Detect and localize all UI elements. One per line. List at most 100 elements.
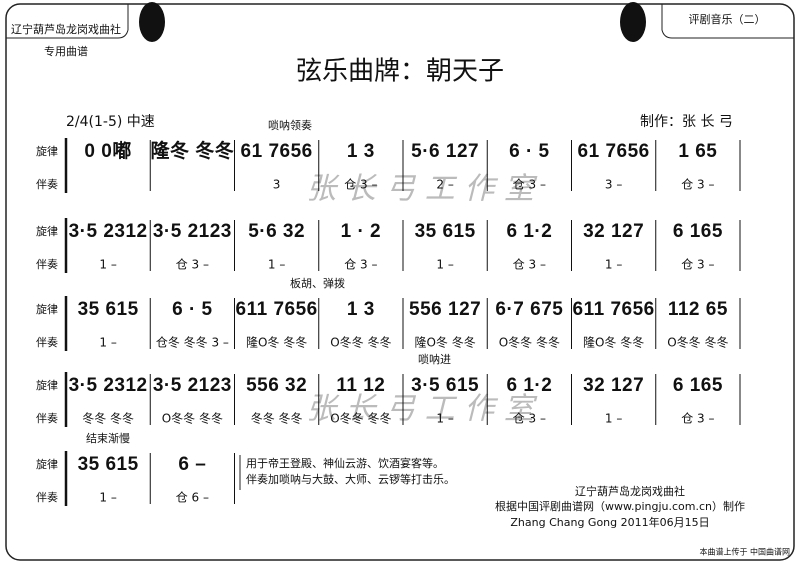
accompaniment: 仓 3 –	[513, 258, 546, 272]
punch-hole	[620, 2, 646, 42]
society-label: 辽宁葫芦岛龙岗戏曲社	[11, 22, 121, 36]
row-label: 旋律	[36, 378, 58, 392]
watermark: 张 长 弓 工 作 室	[306, 392, 538, 427]
accompaniment: 仓 6 –	[176, 491, 209, 505]
accompaniment: 仓 3 –	[681, 258, 714, 272]
footer-source: 根据中国评剧曲谱网（www.pingju.com.cn）制作	[495, 499, 745, 513]
melody: 556 127	[409, 299, 481, 320]
melody: 6 –	[178, 454, 206, 475]
melody: 35 615	[415, 221, 476, 242]
melody: 6 · 5	[172, 299, 213, 320]
accompaniment: 1 –	[99, 258, 116, 272]
accompaniment: 3	[273, 178, 281, 192]
melody: 112 65	[668, 299, 728, 320]
header-box	[661, 4, 794, 39]
accompaniment: 1 –	[436, 412, 453, 426]
melody: 3·5 2123	[153, 221, 232, 242]
melody: 6 165	[673, 221, 723, 242]
footer-date: Zhang Chang Gong 2011年06月15日	[510, 515, 709, 529]
melody: 35 615	[78, 299, 139, 320]
accompaniment: 1 –	[605, 412, 622, 426]
accompaniment: 隆O冬 冬冬	[246, 335, 307, 350]
melody: 11 12	[336, 375, 385, 396]
melody: 6·7 675	[495, 299, 563, 320]
accompaniment: 冬冬 冬冬	[82, 411, 134, 426]
row-label: 伴奏	[36, 491, 58, 504]
accompaniment: 隆O冬 冬冬	[583, 335, 644, 350]
melody: 5·6 32	[248, 221, 305, 242]
note: 用于帝王登殿、神仙云游、饮酒宴客等。	[246, 456, 444, 470]
accompaniment: 1 –	[99, 491, 116, 505]
row-label: 伴奏	[36, 412, 58, 425]
accompaniment: O冬冬 冬冬	[667, 335, 728, 350]
melody: 6 1·2	[506, 375, 552, 396]
row-label: 旋律	[36, 144, 58, 158]
melody: 3·5 615	[411, 375, 479, 396]
melody: 1 · 2	[341, 221, 382, 242]
accompaniment: 冬冬 冬冬	[251, 411, 303, 426]
melody: 6 165	[673, 375, 723, 396]
accompaniment: O冬冬 冬冬	[162, 411, 223, 426]
accompaniment: 仓冬 冬冬 3 –	[156, 335, 229, 350]
accompaniment: 隆O冬 冬冬	[414, 335, 475, 350]
melody: 61 7656	[578, 141, 650, 162]
melody: 0 0嘟	[84, 140, 131, 162]
melody: 1 3	[347, 141, 375, 162]
accompaniment: 仓 3 –	[681, 412, 714, 426]
melody: 61 7656	[241, 141, 313, 162]
row-label: 旋律	[36, 457, 58, 471]
accompaniment: 1 –	[268, 258, 285, 272]
footer-society: 辽宁葫芦岛龙岗戏曲社	[575, 484, 685, 498]
row-label: 伴奏	[36, 258, 58, 271]
melody: 3·5 2312	[69, 375, 148, 396]
tempo: 2/4(1-5) 中速	[66, 114, 155, 130]
accompaniment: 仓 3 –	[681, 178, 714, 192]
melody: 35 615	[78, 454, 139, 475]
melody: 5·6 127	[411, 141, 479, 162]
accompaniment: 3 –	[605, 178, 622, 192]
annotation: 唢呐进	[418, 352, 451, 366]
header-box	[6, 4, 129, 39]
annotation: 唢呐领奏	[268, 118, 312, 132]
accompaniment: 仓 3 –	[344, 178, 377, 192]
watermark: 张 长 弓 工 作 室	[306, 172, 538, 207]
page-frame	[5, 3, 795, 561]
melody: 611 7656	[236, 299, 318, 320]
accompaniment: 1 –	[99, 336, 116, 350]
title: 弦乐曲牌：朝天子	[296, 57, 504, 87]
row-label: 伴奏	[36, 178, 58, 191]
accompaniment: O冬冬 冬冬	[330, 335, 391, 350]
accompaniment: 仓 3 –	[513, 178, 546, 192]
accompaniment: 2 –	[436, 178, 453, 192]
melody: 1 65	[678, 141, 717, 162]
accompaniment: O冬冬 冬冬	[330, 411, 391, 426]
melody: 32 127	[583, 221, 644, 242]
row-label: 旋律	[36, 302, 58, 316]
accompaniment: 仓 3 –	[513, 412, 546, 426]
author: 制作：张 长 弓	[640, 114, 733, 130]
accompaniment: 1 –	[605, 258, 622, 272]
melody: 1 3	[347, 299, 375, 320]
melody: 6 1·2	[506, 221, 552, 242]
melody: 3·5 2123	[153, 375, 232, 396]
row-label: 旋律	[36, 224, 58, 238]
melody: 32 127	[583, 375, 644, 396]
upload-note: 本曲谱上传于 中国曲谱网	[699, 547, 790, 557]
melody: 6 · 5	[509, 141, 550, 162]
melody: 611 7656	[573, 299, 655, 320]
melody: 隆冬 冬冬	[150, 139, 234, 162]
punch-hole	[139, 2, 165, 42]
melody: 3·5 2312	[69, 221, 148, 242]
accompaniment: 仓 3 –	[176, 258, 209, 272]
series-label: 评剧音乐（二）	[689, 12, 766, 26]
row-label: 伴奏	[36, 336, 58, 349]
accompaniment: O冬冬 冬冬	[499, 335, 560, 350]
accompaniment: 仓 3 –	[344, 258, 377, 272]
annotation: 结束渐慢	[86, 431, 130, 445]
accompaniment: 1 –	[436, 258, 453, 272]
melody: 556 32	[246, 375, 307, 396]
annotation: 板胡、弹拨	[290, 276, 345, 290]
note: 伴奏加唢呐与大鼓、大师、云锣等打击乐。	[246, 472, 455, 486]
score-label: 专用曲谱	[44, 44, 88, 58]
